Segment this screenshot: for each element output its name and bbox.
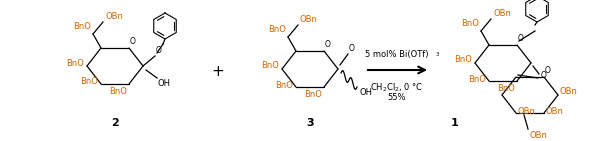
Text: BnO: BnO — [461, 19, 479, 28]
Text: O: O — [545, 66, 551, 75]
Text: BnO: BnO — [261, 61, 279, 70]
Text: OH: OH — [158, 79, 171, 88]
Text: CH$_2$Cl$_2$, 0 °C: CH$_2$Cl$_2$, 0 °C — [370, 81, 424, 93]
Text: 55%: 55% — [388, 93, 406, 102]
Text: OBn: OBn — [518, 106, 536, 115]
Text: OBn: OBn — [300, 15, 318, 24]
Text: BnO: BnO — [66, 59, 84, 68]
Text: $_3$: $_3$ — [435, 50, 440, 59]
Text: OH: OH — [359, 88, 372, 97]
Text: OBn: OBn — [546, 106, 564, 115]
Text: O: O — [349, 44, 355, 53]
Text: O: O — [518, 34, 524, 43]
Text: OBn: OBn — [493, 9, 511, 18]
Text: BnO: BnO — [109, 87, 127, 96]
Text: O: O — [156, 46, 162, 55]
Text: 2: 2 — [111, 118, 119, 128]
Text: BnO: BnO — [497, 84, 515, 93]
Text: +: + — [212, 63, 224, 79]
Text: 5 mol% Bi(OTf): 5 mol% Bi(OTf) — [365, 50, 429, 59]
Text: BnO: BnO — [304, 90, 322, 99]
Text: BnO: BnO — [275, 81, 293, 90]
Text: BnO: BnO — [454, 56, 472, 64]
Text: OBn: OBn — [560, 86, 578, 95]
Text: BnO: BnO — [80, 78, 98, 86]
Text: BnO: BnO — [468, 74, 486, 83]
Text: BnO: BnO — [73, 22, 91, 31]
Text: OBn: OBn — [530, 131, 548, 140]
Text: 3: 3 — [306, 118, 314, 128]
Text: O: O — [325, 40, 331, 49]
Text: BnO: BnO — [268, 25, 286, 34]
Text: O: O — [541, 71, 547, 81]
Text: OBn: OBn — [105, 12, 123, 21]
Text: 1: 1 — [451, 118, 459, 128]
Text: O: O — [130, 37, 136, 46]
